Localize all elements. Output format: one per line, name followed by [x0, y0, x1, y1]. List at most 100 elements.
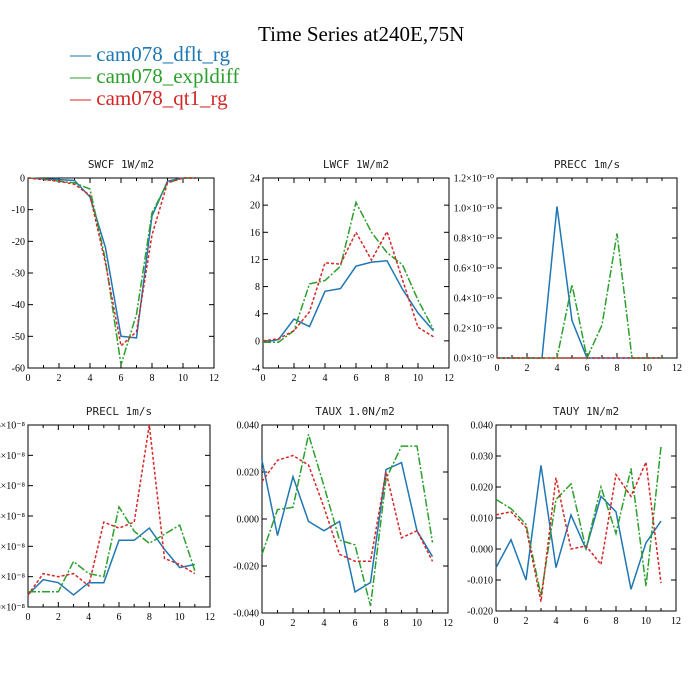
y-tick-label: 0 — [255, 336, 260, 347]
panel-5: TAUX 1.0N/m2 0 2 4 6 8 10 12 -0.040 -0.020 0.000 0.… — [233, 405, 453, 629]
y-tick-label: 0 — [20, 174, 25, 185]
x-tick-label: 2 — [291, 618, 296, 629]
y-tick-label: 0.0×10⁻¹⁰ — [454, 354, 494, 365]
x-tick-label: 10 — [641, 616, 651, 627]
plot-frame — [27, 177, 215, 369]
x-tick-label: 6 — [353, 618, 358, 629]
plot-frame — [27, 424, 211, 608]
x-tick-label: 0 — [26, 612, 31, 623]
plot-frame — [262, 177, 450, 369]
x-tick-label: 12 — [205, 612, 215, 623]
y-tick-label: -50 — [12, 332, 25, 343]
y-tick-label: 16 — [250, 228, 260, 239]
x-tick-label: 2 — [57, 373, 62, 384]
panel-1: SWCF 1W/m2 0 2 4 6 8 10 12 0 -10 -20 -30 -40 -50 -60 — [12, 158, 219, 384]
y-tick-label: 0×10⁻⁸ — [0, 603, 26, 614]
series-line-3 — [27, 424, 196, 596]
y-tick-label: -0.040 — [233, 609, 259, 620]
y-tick-label: 0.8×10⁻¹⁰ — [454, 234, 494, 245]
x-tick-label: 2 — [525, 363, 530, 374]
series-line-1 — [27, 177, 199, 339]
y-tick-label: -60 — [12, 364, 25, 375]
x-tick-label: 4 — [323, 373, 328, 384]
x-tick-label: 2 — [56, 612, 61, 623]
y-tick-label: 0.040 — [471, 421, 494, 432]
panel-6: TAUY 1N/m2 0 2 4 6 8 10 12 -0.020 -0.010 0.000 0.01… — [467, 405, 681, 627]
panel-3: PRECC 1m/s 0 2 4 6 8 10 12 0.0×10⁻¹⁰ 0.2×10⁻¹⁰ 0.4… — [454, 158, 682, 374]
y-tick-label: -10 — [12, 205, 25, 216]
y-tick-label: 2×10⁻⁸ — [0, 542, 26, 553]
x-tick-label: 10 — [413, 373, 423, 384]
y-tick-label: 4 — [255, 309, 260, 320]
y-tick-label: 3×10⁻⁸ — [0, 512, 26, 523]
series-line-1 — [261, 460, 434, 594]
x-tick-label: 0 — [494, 616, 499, 627]
y-tick-label: 0.000 — [471, 545, 494, 556]
x-tick-label: 4 — [86, 612, 91, 623]
series-line-2 — [495, 446, 662, 596]
x-tick-label: 10 — [175, 612, 185, 623]
x-tick-label: 8 — [147, 612, 152, 623]
x-tick-label: 4 — [88, 373, 93, 384]
x-tick-label: 2 — [292, 373, 297, 384]
x-tick-label: 8 — [385, 373, 390, 384]
series-line-2 — [28, 504, 196, 593]
x-tick-label: 8 — [150, 373, 155, 384]
x-tick-label: 12 — [444, 373, 454, 384]
legend-swatch: — — [70, 86, 97, 110]
x-tick-label: 12 — [672, 363, 682, 374]
y-tick-label: 6×10⁻⁸ — [0, 421, 26, 432]
x-tick-label: 12 — [671, 616, 681, 627]
y-tick-label: 24 — [250, 174, 260, 185]
y-tick-label: 0.010 — [471, 514, 494, 525]
y-tick-label: 4×10⁻⁸ — [0, 481, 26, 492]
x-tick-label: 0 — [260, 618, 265, 629]
series-line-2 — [261, 434, 434, 607]
x-tick-label: 0 — [261, 373, 266, 384]
y-tick-label: 0.000 — [237, 515, 260, 526]
panel-title: PRECC 1m/s — [554, 158, 620, 171]
plot-frame — [496, 177, 678, 359]
x-tick-label: 0 — [495, 363, 500, 374]
legend-label: cam078_qt1_rg — [96, 86, 228, 110]
y-tick-label: -0.020 — [233, 562, 259, 573]
y-tick-label: 20 — [250, 201, 260, 212]
y-tick-label: -30 — [12, 269, 25, 280]
x-tick-label: 8 — [615, 363, 620, 374]
series-line-1 — [262, 260, 435, 343]
x-tick-label: 6 — [584, 616, 589, 627]
y-tick-label: 1×10⁻⁸ — [0, 572, 26, 583]
panel-title: TAUX 1.0N/m2 — [315, 405, 394, 418]
x-tick-label: 6 — [119, 373, 124, 384]
x-tick-label: 8 — [614, 616, 619, 627]
legend-label: cam078_dflt_rg — [96, 42, 231, 66]
legend-entry-qt1: — cam078_qt1_rg — [70, 86, 228, 111]
panel-title: LWCF 1W/m2 — [323, 158, 389, 171]
y-tick-label: 12 — [250, 255, 260, 266]
x-tick-label: 10 — [412, 618, 422, 629]
x-tick-label: 6 — [585, 363, 590, 374]
series-line-1 — [495, 465, 662, 590]
y-tick-label: 1.2×10⁻¹⁰ — [454, 174, 494, 185]
y-tick-label: 0.030 — [471, 452, 494, 463]
legend-label: cam078_expldiff — [96, 64, 240, 88]
legend-swatch: — — [70, 42, 97, 66]
y-tick-label: 1.0×10⁻¹⁰ — [454, 204, 494, 215]
y-tick-label: 0.020 — [471, 483, 494, 494]
y-tick-label: 0.6×10⁻¹⁰ — [454, 264, 494, 275]
y-tick-label: -4 — [252, 364, 260, 375]
x-tick-label: 0 — [26, 373, 31, 384]
series-line-3 — [27, 177, 199, 348]
panel-title: PRECL 1m/s — [86, 405, 152, 418]
legend-swatch: — — [70, 64, 97, 88]
panel-4: PRECL 1m/s 0 2 4 6 8 10 12 0×10⁻⁸ 1×10⁻⁸ 2×10⁻⁸ 3×1… — [0, 405, 215, 623]
x-tick-label: 6 — [354, 373, 359, 384]
y-tick-label: 0.020 — [237, 468, 260, 479]
series-line-1 — [497, 206, 662, 359]
legend-entry-expldiff: — cam078_expldiff — [70, 64, 239, 89]
plot-frame — [495, 424, 677, 612]
series-line-2 — [27, 177, 199, 366]
x-tick-label: 6 — [117, 612, 122, 623]
x-tick-label: 4 — [554, 616, 559, 627]
